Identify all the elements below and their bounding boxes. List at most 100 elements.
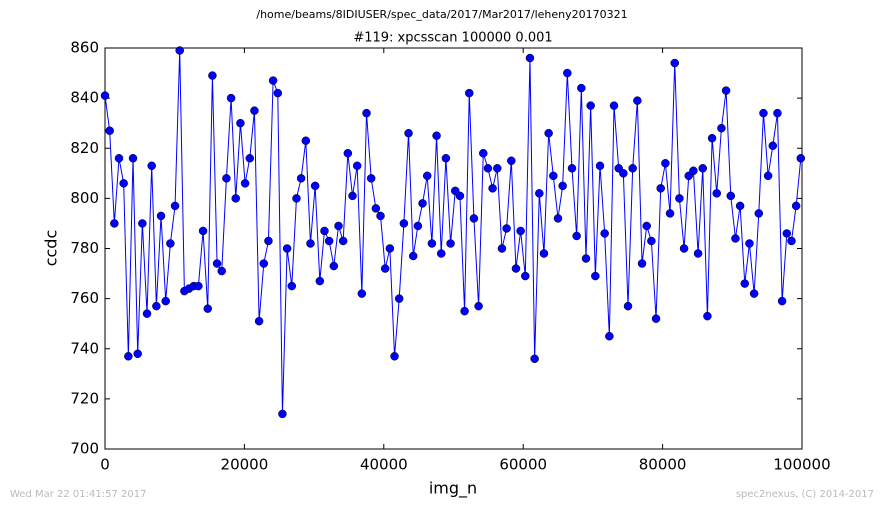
- data-point: [628, 164, 637, 173]
- data-point: [679, 244, 689, 253]
- data-point: [254, 316, 264, 326]
- data-point: [124, 352, 133, 361]
- data-point: [250, 106, 259, 115]
- data-point: [502, 224, 511, 233]
- data-point: [119, 179, 128, 188]
- data-point: [455, 191, 465, 201]
- data-point: [605, 331, 614, 341]
- data-point: [507, 156, 516, 166]
- data-point: [731, 234, 740, 243]
- data-point: [128, 154, 138, 163]
- data-point: [329, 261, 339, 271]
- data-point: [689, 166, 698, 176]
- data-point: [264, 236, 273, 246]
- data-point: [301, 136, 311, 145]
- data-point: [343, 149, 353, 158]
- data-point: [436, 249, 446, 258]
- data-point: [212, 259, 222, 268]
- y-tick-label: 740: [70, 339, 99, 357]
- data-point: [166, 239, 175, 248]
- data-point: [282, 244, 292, 253]
- y-tick-label: 800: [70, 189, 99, 207]
- data-point: [371, 204, 381, 213]
- data-point: [324, 236, 334, 246]
- data-point: [408, 251, 418, 261]
- data-point: [465, 88, 474, 98]
- data-point: [754, 209, 764, 218]
- data-point: [595, 161, 605, 171]
- data-point: [100, 91, 110, 100]
- data-point: [675, 194, 684, 203]
- data-point: [525, 53, 535, 63]
- data-point: [623, 301, 633, 311]
- data-point: [460, 306, 469, 316]
- data-point: [427, 239, 437, 248]
- data-point: [647, 236, 656, 246]
- data-point: [287, 281, 297, 291]
- data-point: [147, 161, 156, 171]
- data-point: [385, 244, 395, 253]
- data-point: [483, 164, 493, 173]
- y-tick-label: 760: [70, 289, 99, 307]
- data-point: [791, 201, 801, 211]
- data-point: [110, 219, 119, 228]
- data-point: [563, 68, 572, 78]
- data-point: [142, 309, 152, 318]
- data-point: [432, 131, 441, 140]
- data-point: [516, 226, 525, 236]
- data-point: [310, 181, 320, 191]
- data-point: [245, 154, 255, 163]
- data-point: [572, 231, 581, 241]
- data-point: [394, 294, 404, 303]
- data-point: [749, 289, 759, 298]
- data-point: [222, 174, 231, 183]
- data-point: [567, 164, 577, 173]
- y-tick-label: 860: [70, 39, 99, 57]
- data-point: [591, 271, 600, 281]
- data-point: [721, 86, 731, 95]
- data-point: [105, 126, 114, 135]
- data-point: [745, 239, 754, 248]
- data-point: [521, 271, 530, 281]
- data-point: [152, 301, 161, 311]
- data-point: [315, 276, 325, 286]
- data-point: [259, 259, 269, 268]
- data-point: [348, 191, 357, 201]
- data-point: [156, 211, 166, 221]
- data-point: [637, 259, 647, 268]
- x-tick-label: 0: [100, 456, 110, 474]
- data-point: [404, 128, 413, 138]
- data-point: [633, 96, 642, 105]
- data-point: [194, 281, 203, 291]
- data-point: [390, 352, 399, 361]
- x-tick-label: 40000: [360, 456, 408, 474]
- data-point: [278, 409, 287, 419]
- data-point: [446, 239, 455, 248]
- data-point: [268, 76, 278, 85]
- y-tick-label: 840: [70, 89, 99, 107]
- data-point: [661, 159, 670, 168]
- data-point: [600, 229, 609, 238]
- data-point: [553, 214, 563, 223]
- data-point: [376, 211, 385, 221]
- data-point: [338, 236, 348, 246]
- data-point: [203, 304, 212, 313]
- data-point: [441, 154, 451, 163]
- data-point: [558, 181, 567, 191]
- x-tick-label: 60000: [499, 456, 547, 474]
- data-point: [717, 123, 726, 133]
- data-point: [133, 349, 142, 359]
- data-point: [138, 219, 147, 228]
- y-tick-label: 820: [70, 139, 99, 157]
- data-point: [380, 264, 390, 273]
- data-line: [104, 50, 802, 414]
- x-tick-label: 100000: [773, 456, 830, 474]
- data-point: [497, 244, 507, 253]
- data-point: [581, 254, 591, 263]
- data-point: [488, 184, 497, 193]
- data-point: [787, 236, 796, 246]
- x-tick-label: 20000: [221, 456, 269, 474]
- y-axis-label: ccdc: [42, 230, 61, 267]
- data-point: [782, 229, 792, 238]
